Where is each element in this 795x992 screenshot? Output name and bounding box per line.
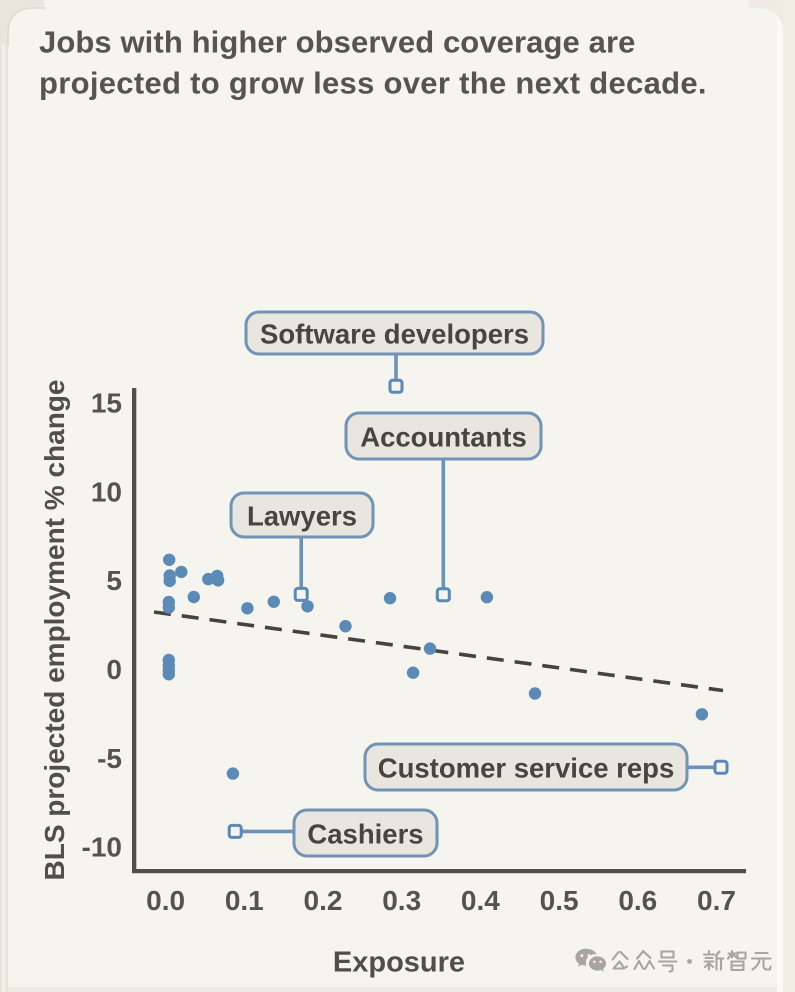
svg-text:Lawyers: Lawyers xyxy=(247,501,357,532)
svg-text:5: 5 xyxy=(106,565,122,596)
svg-text:0: 0 xyxy=(106,654,122,685)
svg-text:-5: -5 xyxy=(97,743,122,774)
svg-text:10: 10 xyxy=(91,476,122,507)
svg-text:Customer service reps: Customer service reps xyxy=(378,753,675,784)
svg-text:0.3: 0.3 xyxy=(382,885,421,916)
svg-text:0.4: 0.4 xyxy=(461,885,500,916)
svg-text:0.5: 0.5 xyxy=(540,885,579,916)
svg-text:Exposure: Exposure xyxy=(333,947,465,979)
svg-text:projected to grow less over th: projected to grow less over the next dec… xyxy=(39,66,707,101)
svg-text:Jobs with higher observed cove: Jobs with higher observed coverage are xyxy=(39,25,635,60)
svg-text:15: 15 xyxy=(91,388,122,419)
svg-text:0.7: 0.7 xyxy=(697,885,736,916)
svg-text:-10: -10 xyxy=(82,832,122,863)
svg-text:0.1: 0.1 xyxy=(225,885,264,916)
svg-text:0.0: 0.0 xyxy=(146,885,185,916)
svg-text:0.6: 0.6 xyxy=(618,885,657,916)
svg-text:Accountants: Accountants xyxy=(360,422,527,453)
svg-text:Software developers: Software developers xyxy=(260,319,529,350)
svg-text:0.2: 0.2 xyxy=(304,885,343,916)
svg-text:BLS projected employment % cha: BLS projected employment % change xyxy=(39,380,70,881)
svg-text:Cashiers: Cashiers xyxy=(307,819,423,850)
